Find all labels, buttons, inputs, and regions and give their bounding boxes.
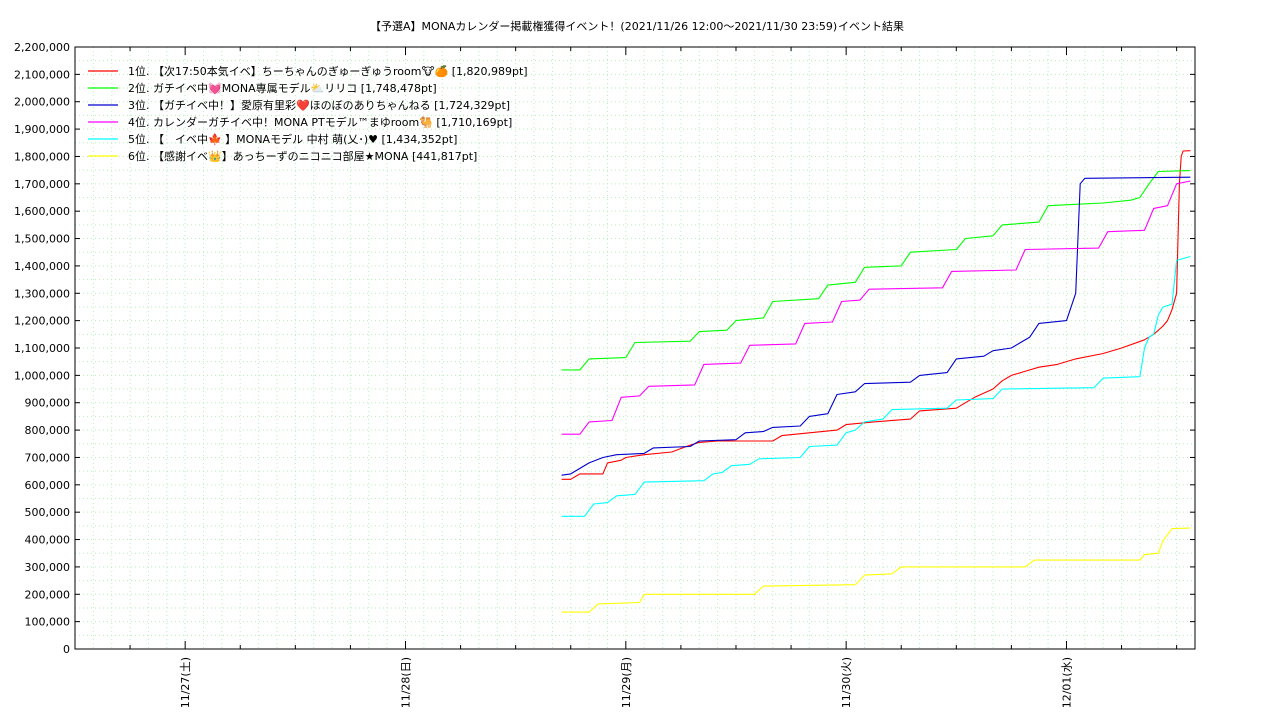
y-tick-label: 500,000 xyxy=(25,506,71,519)
x-axis: 11/27(土) 11/28(日) 11/29(月) 11/30(火) 12/01(水) xyxy=(129,47,1178,708)
y-axis: 0 100,000 200,000 300,000 400,000 500,000 600,… xyxy=(14,41,1195,656)
y-tick-label: 1,600,000 xyxy=(14,205,70,218)
series-line-3 xyxy=(561,176,1191,476)
legend: 1位. 【次17:50本気イベ】ちーちゃんのぎゅーぎゅうroom🐮🍊 [1,82… xyxy=(88,64,528,163)
series-lines xyxy=(561,150,1191,613)
y-tick-label: 100,000 xyxy=(25,616,71,629)
x-tick-label: 11/30(火) xyxy=(840,657,853,708)
y-tick-label: 1,000,000 xyxy=(14,369,70,382)
x-tick-label: 11/27(土) xyxy=(179,657,192,708)
y-tick-label: 1,700,000 xyxy=(14,178,70,191)
y-tick-label: 2,200,000 xyxy=(14,41,70,54)
chart-title: 【予選A】MONAカレンダー掲載権獲得イベント！(2021/11/26 12:0… xyxy=(370,19,837,33)
y-tick-label: 1,100,000 xyxy=(14,342,70,355)
series-line-5 xyxy=(561,255,1191,517)
series-line-4 xyxy=(561,180,1191,435)
legend-label: 4位. カレンダーガチイベ中！MONA PTモデル™まゆroom🐫 [1,710… xyxy=(128,115,512,129)
grid xyxy=(75,47,1195,649)
legend-label: 6位. 【感謝イベ👑】あっちーずのニコニコ部屋★MONA [441,817pt] xyxy=(128,149,477,163)
y-tick-label: 300,000 xyxy=(25,561,71,574)
x-tick-label: 12/01(水) xyxy=(1060,657,1073,708)
y-tick-label: 800,000 xyxy=(25,424,71,437)
y-tick-label: 1,300,000 xyxy=(14,287,70,300)
series-line-1 xyxy=(561,150,1191,480)
y-tick-label: 2,000,000 xyxy=(14,96,70,109)
y-tick-label: 400,000 xyxy=(25,534,71,547)
y-tick-label: 1,200,000 xyxy=(14,315,70,328)
y-tick-label: 1,500,000 xyxy=(14,233,70,246)
y-tick-label: 2,100,000 xyxy=(14,68,70,81)
legend-label: 1位. 【次17:50本気イベ】ちーちゃんのぎゅーぎゅうroom🐮🍊 [1,82… xyxy=(128,64,528,78)
legend-label: 3位. 【ガチイベ中！】愛原有里彩❤️ほのぼのありちゃんねる [1,724,32… xyxy=(128,98,510,112)
x-tick-label: 11/29(月) xyxy=(620,657,633,708)
chart-subtitle: イベント結果 xyxy=(838,19,904,33)
y-tick-label: 1,400,000 xyxy=(14,260,70,273)
y-tick-label: 200,000 xyxy=(25,588,71,601)
y-tick-label: 700,000 xyxy=(25,451,71,464)
y-tick-label: 0 xyxy=(63,643,70,656)
series-line-2 xyxy=(561,170,1191,371)
y-tick-label: 1,800,000 xyxy=(14,150,70,163)
y-tick-label: 1,900,000 xyxy=(14,123,70,136)
legend-label: 2位. ガチイベ中💓MONA専属モデル⛅リリコ [1,748,478pt] xyxy=(128,81,437,95)
series-line-6 xyxy=(561,527,1191,613)
x-tick-label: 11/28(日) xyxy=(399,657,412,708)
y-tick-label: 900,000 xyxy=(25,397,71,410)
y-tick-label: 600,000 xyxy=(25,479,71,492)
legend-label: 5位. 【 イベ中🍁 】MONAモデル 中村 萌(乂･)♥ [1,434,352… xyxy=(128,132,457,146)
